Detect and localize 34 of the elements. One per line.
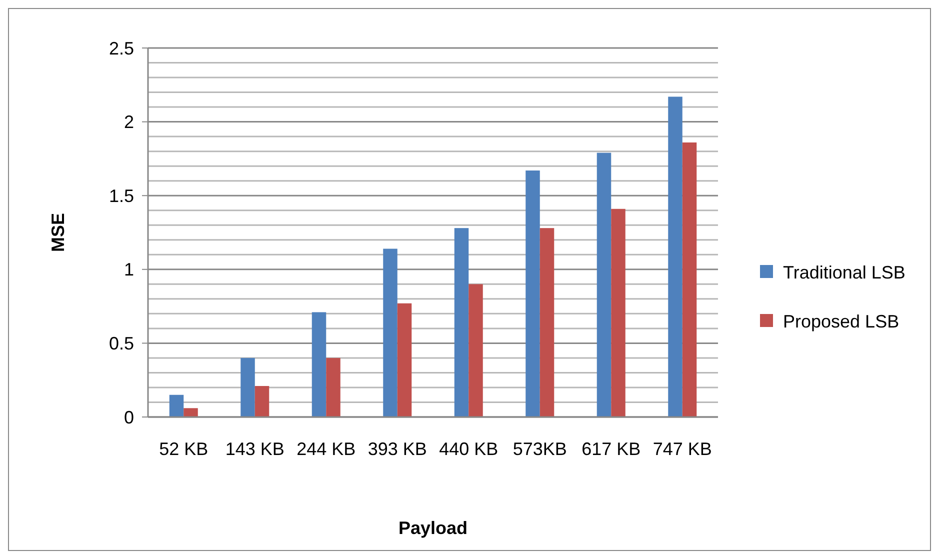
bar [169,394,184,417]
x-tick-label: 52 KB [159,439,208,459]
x-tick-label: 143 KB [225,439,284,459]
legend-label: Proposed LSB [783,311,900,332]
y-tick-label: 0.5 [108,334,134,354]
bar [383,248,398,417]
bar [184,408,198,417]
bar [326,358,340,417]
bar [682,142,697,417]
y-tick-label: 1.5 [108,186,134,206]
bar [254,386,270,417]
y-axis-title: MSE [48,212,68,252]
bar [312,312,326,417]
y-tick-label: 1 [124,260,134,280]
bar [540,228,554,417]
bar [668,96,682,417]
bar [468,284,483,417]
x-tick-label: 747 KB [652,439,712,459]
bar [240,358,255,417]
x-tick-label: 617 KB [582,439,641,459]
bar [526,170,540,417]
x-axis-title: Payload [398,518,468,538]
x-tick-label: 244 KB [296,439,356,459]
y-tick-label: 0 [124,407,134,428]
y-tick-label: 2 [124,112,134,132]
bar [611,208,626,417]
x-tick-label: 440 KB [439,439,498,459]
bar [454,228,469,417]
legend-label: Traditional LSB [783,262,906,282]
y-tick-label: 2.5 [108,38,134,58]
x-tick-label: 393 KB [368,439,427,459]
bar [397,303,412,417]
bar [596,152,612,417]
x-tick-label: 573KB [512,439,567,459]
